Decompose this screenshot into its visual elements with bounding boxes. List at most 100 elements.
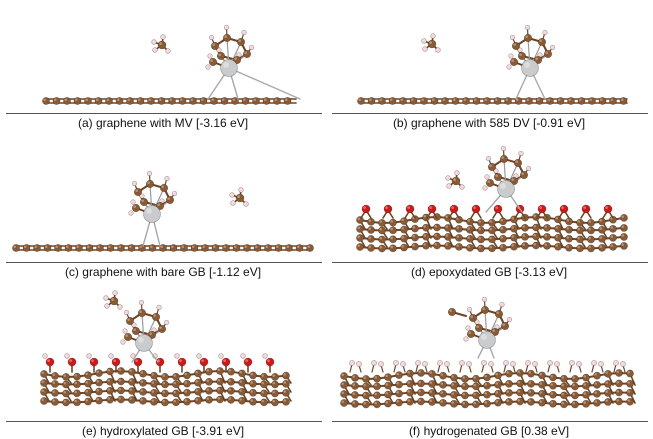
carbon-atom-highlight (239, 389, 243, 392)
carbon-atom (262, 97, 271, 105)
hydrogen-atom-highlight (43, 354, 45, 356)
carbon-atom (106, 386, 114, 395)
carbon-atom (455, 215, 463, 224)
carbon-atom-highlight (217, 368, 221, 371)
carbon-atom-highlight (599, 236, 602, 239)
panel-e-substrate (40, 367, 292, 407)
carbon-atom-highlight (445, 225, 448, 228)
hydrogen-atom-highlight (621, 362, 624, 364)
carbon-atom (532, 232, 540, 241)
carbon-atom (409, 97, 418, 105)
hydrogen-atom-highlight (124, 310, 127, 313)
carbon-atom (400, 217, 408, 226)
carbon-atom (428, 389, 436, 397)
carbon-atom (183, 388, 191, 397)
carbon-atom (494, 309, 504, 319)
carbon-atom-highlight (451, 392, 454, 395)
carbon-atom-highlight (190, 98, 194, 101)
platinum-atom (143, 205, 161, 223)
hydrogen-atom-highlight (139, 300, 142, 303)
oxygen-atom-highlight (583, 206, 586, 210)
carbon-atom (516, 379, 524, 388)
platinum-atom-highlight (500, 183, 506, 189)
hydrogen-atom-highlight (104, 296, 107, 298)
carbon-atom-highlight (525, 35, 528, 38)
carbon-atom (249, 371, 257, 380)
carbon-atom-highlight (357, 244, 360, 248)
carbon-atom-highlight (195, 389, 199, 392)
carbon-atom (488, 218, 496, 227)
carbon-atom (510, 224, 518, 233)
carbon-atom (84, 371, 92, 380)
hydrogen-atom-highlight (231, 201, 233, 203)
carbon-atom-highlight (153, 314, 156, 318)
carbon-atom (85, 244, 94, 252)
carbon-atom (494, 371, 502, 380)
carbon-atom (488, 235, 496, 244)
carbon-atom-highlight (162, 399, 166, 403)
hydrogen-atom-highlight (140, 194, 143, 197)
caption-a: (a) graphene with MV [-3.16 eV] (77, 116, 249, 130)
hydrogen-atom-highlight (172, 191, 175, 194)
panel-d-adsorbate (445, 145, 532, 213)
carbon-atom-highlight (528, 390, 531, 393)
carbon-atom-highlight (374, 376, 377, 379)
carbon-atom (271, 380, 279, 389)
carbon-atom-highlight (129, 379, 133, 382)
carbon-atom-highlight (272, 399, 275, 403)
carbon-atom-highlight (96, 370, 99, 374)
carbon-atom-highlight (627, 399, 630, 402)
carbon-atom-highlight (379, 245, 382, 249)
carbon-atom (549, 381, 557, 390)
hydrogen-atom-highlight (460, 185, 462, 187)
carbon-atom (546, 97, 554, 105)
oxygen-atom (603, 204, 613, 214)
carbon-atom (22, 244, 31, 252)
carbon-atom-highlight (250, 372, 254, 376)
carbon-atom (235, 193, 245, 203)
carbon-atom (194, 396, 202, 405)
hydrogen-atom-highlight (65, 354, 68, 356)
carbon-atom-highlight (74, 374, 77, 377)
carbon-atom (609, 233, 617, 242)
oxygen-atom-highlight (267, 359, 270, 362)
carbon-atom-highlight (237, 195, 241, 199)
carbon-atom-highlight (41, 389, 45, 392)
carbon-atom-highlight (492, 329, 496, 333)
carbon-atom-highlight (401, 236, 404, 239)
carbon-atom-highlight (52, 373, 56, 376)
carbon-atom (216, 377, 224, 386)
oxygen-atom (449, 204, 459, 214)
carbon-atom (340, 381, 348, 389)
carbon-atom-highlight (500, 227, 503, 230)
carbon-atom (172, 372, 180, 381)
carbon-atom (466, 243, 474, 252)
carbon-atom (444, 224, 452, 232)
hydrogen-atom-highlight (109, 354, 112, 356)
carbon-atom (356, 243, 364, 251)
carbon-atom (216, 367, 224, 375)
carbon-atom (131, 203, 141, 213)
carbon-atom (356, 216, 364, 224)
carbon-atom-highlight (228, 379, 232, 382)
carbon-atom (554, 242, 562, 251)
hydrogen-atom-highlight (423, 362, 425, 364)
carbon-atom (62, 380, 70, 389)
carbon-atom-highlight (272, 381, 275, 385)
carbon-atom-highlight (195, 370, 199, 374)
carbon-atom-highlight (561, 383, 564, 387)
carbon-atom (411, 242, 419, 251)
carbon-atom (588, 97, 596, 105)
hydrogen-atom-highlight (525, 25, 528, 28)
hydrogen-atom-highlight (105, 304, 108, 306)
carbon-atom-highlight (374, 383, 377, 387)
panel-d-surface-groups (360, 204, 614, 219)
hydrogen-atom-highlight (495, 325, 497, 327)
carbon-atom (367, 226, 375, 234)
carbon-atom (417, 388, 425, 397)
carbon-atom (373, 391, 381, 400)
oxygen-atom (559, 204, 569, 214)
oxygen-atom-highlight (135, 359, 139, 362)
carbon-atom-highlight (341, 382, 344, 385)
